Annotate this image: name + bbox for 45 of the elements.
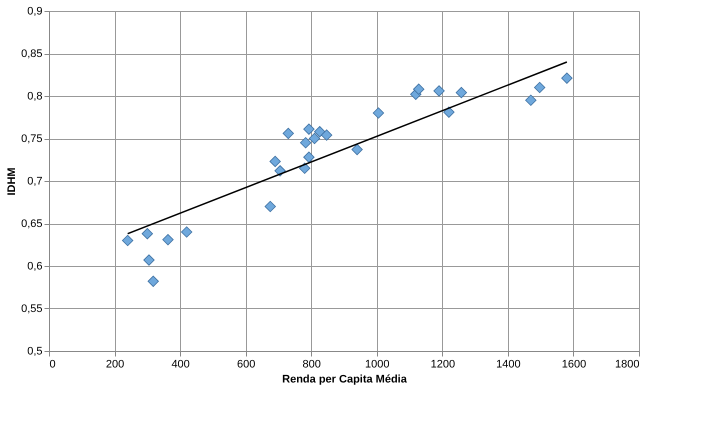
point: [561, 72, 573, 84]
point: [433, 85, 445, 97]
x-tick-label: 1000: [365, 358, 390, 370]
point: [264, 200, 276, 212]
y-tick-label: 0,7: [27, 176, 42, 188]
point: [320, 129, 332, 141]
point: [314, 126, 326, 138]
y-tick-label: 0,75: [21, 133, 42, 145]
point: [303, 124, 315, 135]
x-tick-label: 600: [236, 358, 256, 370]
point: [413, 84, 424, 95]
point: [443, 106, 455, 118]
point: [148, 276, 159, 287]
point: [525, 94, 536, 106]
y-tick-label: 0,65: [21, 218, 42, 230]
x-tick-label: 1200: [430, 358, 456, 370]
y-axis-title: IDHM: [6, 167, 18, 196]
point: [534, 82, 546, 94]
point: [372, 107, 384, 119]
y-tick-label: 0,55: [21, 303, 42, 315]
point: [300, 137, 312, 148]
point: [351, 144, 363, 156]
point: [143, 254, 155, 266]
point: [122, 234, 134, 246]
point: [282, 128, 294, 140]
y-tick-label: 0,5: [27, 346, 42, 358]
point: [270, 156, 281, 168]
x-axis-title: Renda per Capita Média: [282, 374, 408, 386]
x-tick-label: 0: [50, 358, 56, 370]
y-tick-label: 0,85: [21, 48, 42, 60]
point: [162, 234, 174, 246]
point: [303, 152, 315, 163]
y-tick-label: 0,8: [27, 90, 42, 102]
x-tick-label: 1400: [496, 358, 521, 370]
x-tick-label: 800: [302, 358, 321, 370]
point: [456, 86, 467, 98]
y-tick-label: 0,6: [27, 260, 42, 272]
point: [308, 132, 320, 144]
x-tick-label: 1800: [615, 358, 640, 370]
y-tick-label: 0,9: [27, 6, 42, 18]
point: [142, 228, 153, 240]
x-tick-label: 200: [106, 358, 124, 370]
x-tick-label: 400: [171, 358, 190, 370]
x-tick-label: 1600: [562, 358, 586, 370]
point: [181, 226, 192, 238]
